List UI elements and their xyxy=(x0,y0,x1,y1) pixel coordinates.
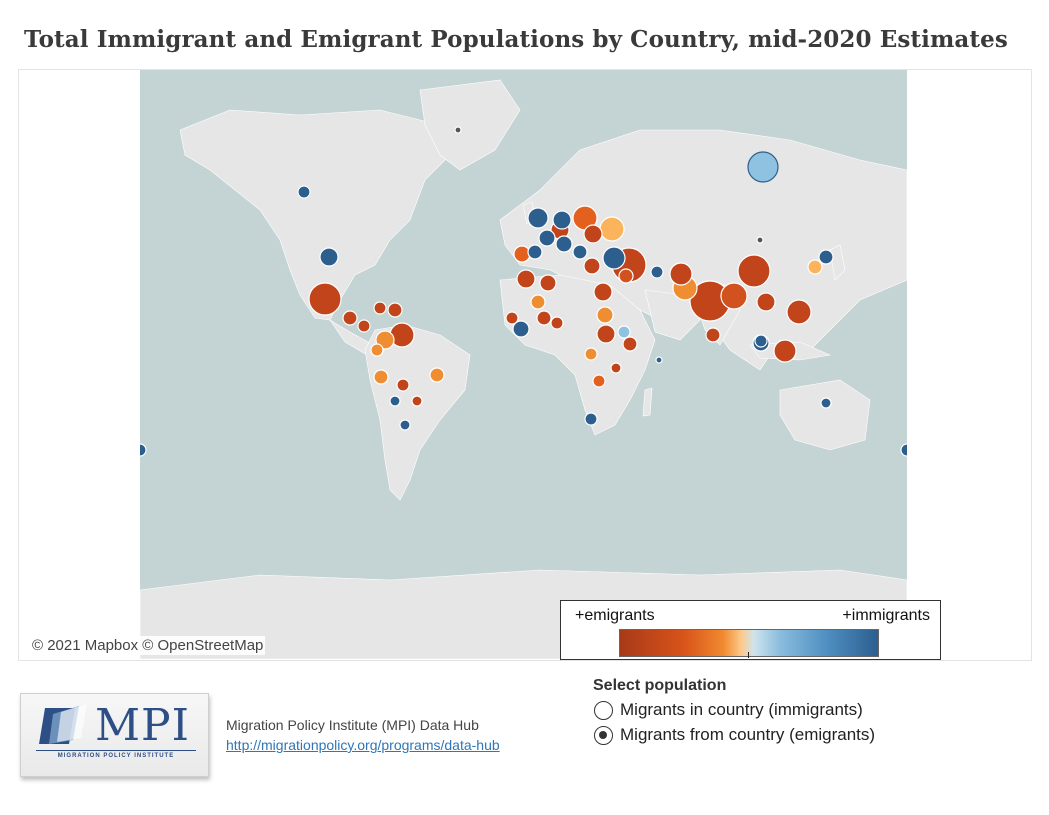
legend-center-tick xyxy=(748,652,749,658)
radio-emigrants-label[interactable]: Migrants from country (emigrants) xyxy=(620,725,876,744)
mpi-logo[interactable]: MPI MIGRATION POLICY INSTITUTE xyxy=(20,693,209,777)
source-name: Migration Policy Institute (MPI) Data Hu… xyxy=(226,717,479,733)
map-attribution[interactable]: © 2021 Mapbox © OpenStreetMap xyxy=(30,636,266,655)
world-map[interactable] xyxy=(140,70,907,659)
selector-title: Select population xyxy=(593,677,727,694)
mpi-logo-text: MPI xyxy=(95,700,191,751)
page-title: Total Immigrant and Emigrant Populations… xyxy=(24,26,1008,53)
color-legend: +emigrants +immigrants xyxy=(560,600,941,660)
radio-immigrants-label[interactable]: Migrants in country (immigrants) xyxy=(620,700,863,719)
legend-gradient-bar xyxy=(619,629,879,657)
radio-immigrants[interactable]: Migrants in country (immigrants) xyxy=(594,700,863,720)
legend-emigrants-label: +emigrants xyxy=(575,607,655,624)
legend-immigrants-label: +immigrants xyxy=(842,607,930,624)
landmasses xyxy=(140,79,907,659)
mpi-logo-subtitle: MIGRATION POLICY INSTITUTE xyxy=(36,750,196,759)
radio-emigrants-circle[interactable] xyxy=(594,725,613,745)
source-link[interactable]: http://migrationpolicy.org/programs/data… xyxy=(226,737,500,753)
country-bubbles[interactable] xyxy=(140,126,907,457)
mpi-logo-icon xyxy=(39,704,87,744)
radio-immigrants-circle[interactable] xyxy=(594,700,613,720)
map-canvas xyxy=(140,79,907,659)
radio-emigrants[interactable]: Migrants from country (emigrants) xyxy=(594,725,875,745)
